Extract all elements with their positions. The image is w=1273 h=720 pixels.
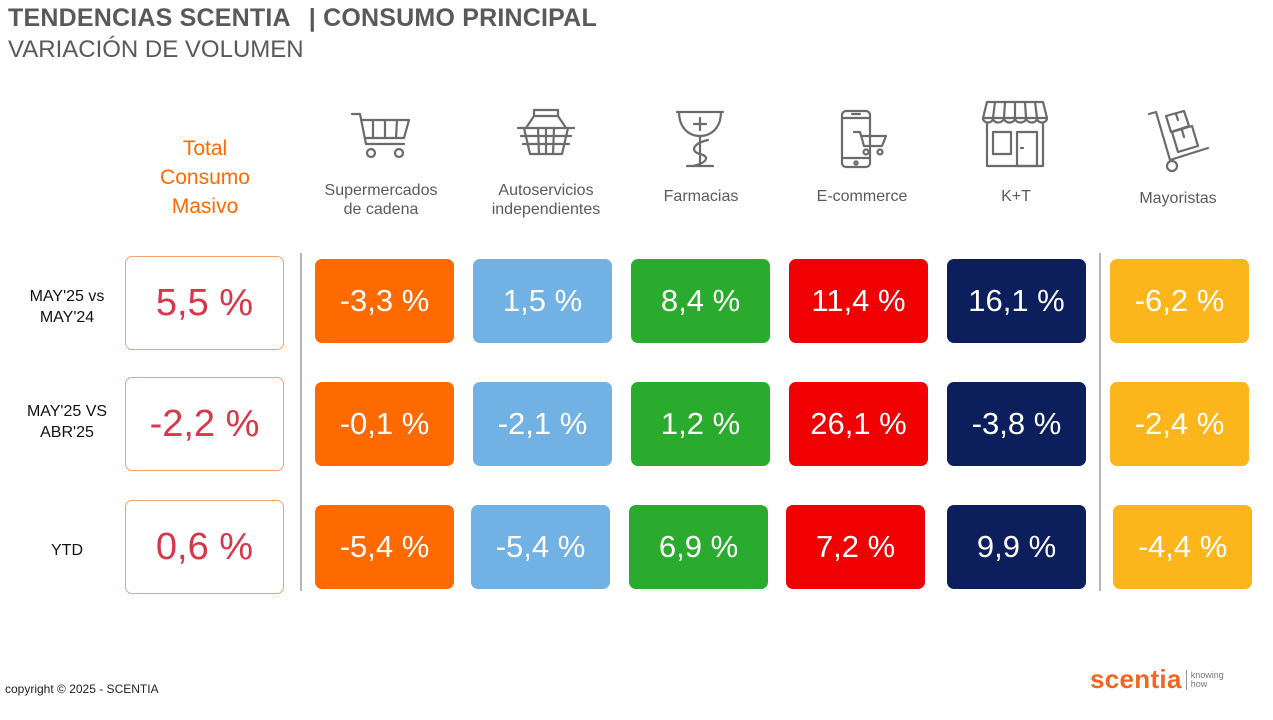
row-label-may-vs-may: MAY'25 vs MAY'24 <box>8 286 126 328</box>
pharmacy-icon <box>673 106 727 170</box>
value-cell-farmacias: 6,9 % <box>629 505 768 589</box>
value-cell-supermercados: -5,4 % <box>315 505 454 589</box>
value-cell-farmacias: 8,4 % <box>631 259 770 343</box>
total-column-header: Total Consumo Masivo <box>130 134 280 221</box>
divider-left <box>300 253 302 591</box>
value-cell-ecommerce: 26,1 % <box>789 382 928 466</box>
total-header-line: Total <box>182 137 228 160</box>
value-cell-ecommerce: 11,4 % <box>789 259 928 343</box>
value-cell-mayoristas: -2,4 % <box>1110 382 1249 466</box>
hand-truck-icon <box>1146 110 1212 174</box>
value-cell-autoservicios: -5,4 % <box>471 505 610 589</box>
channel-label-supermercados: Supermercados de cadena <box>301 181 461 219</box>
value-cell-supermercados: -3,3 % <box>315 259 454 343</box>
row-label-line: MAY'25 vs <box>29 288 105 305</box>
value-cell-autoservicios: -2,1 % <box>473 382 612 466</box>
value-cell-autoservicios: 1,5 % <box>473 259 612 343</box>
value-cell-kt: -3,8 % <box>947 382 1086 466</box>
page-subtitle: VARIACIÓN DE VOLUMEN <box>8 36 304 63</box>
channel-label-line: Autoservicios <box>498 182 594 199</box>
channel-label-line: de cadena <box>343 201 419 218</box>
row-label-line: MAY'24 <box>39 309 95 326</box>
total-header-line: Consumo <box>160 166 250 189</box>
channel-label-line: Farmacias <box>663 188 739 205</box>
row-label-ytd: YTD <box>8 540 126 561</box>
row-label-may-vs-abr: MAY'25 VS ABR'25 <box>8 401 126 443</box>
total-header-line: Masivo <box>171 195 239 218</box>
total-value-box: 0,6 % <box>125 500 284 594</box>
total-value-box: -2,2 % <box>125 377 284 471</box>
value-cell-mayoristas: -4,4 % <box>1113 505 1252 589</box>
value-cell-kt: 16,1 % <box>947 259 1086 343</box>
page-title: TENDENCIAS SCENTIA | CONSUMO PRINCIPAL <box>8 4 597 33</box>
channel-label-mayoristas: Mayoristas <box>1098 189 1258 208</box>
value-cell-farmacias: 1,2 % <box>631 382 770 466</box>
title-left: TENDENCIAS SCENTIA <box>8 4 291 32</box>
basket-icon <box>514 106 578 160</box>
row-label-line: YTD <box>51 542 83 559</box>
logo-divider <box>1185 669 1187 690</box>
total-value-box: 5,5 % <box>125 256 284 350</box>
row-label-line: ABR'25 <box>40 424 94 441</box>
channel-label-line: independientes <box>491 201 601 218</box>
shopping-cart-icon <box>349 110 413 162</box>
mobile-cart-icon <box>836 108 890 170</box>
logo-wordmark: scentia <box>1090 664 1182 694</box>
store-icon <box>981 98 1049 170</box>
value-cell-supermercados: -0,1 % <box>315 382 454 466</box>
logo-tagline: knowing how <box>1190 669 1224 689</box>
value-cell-kt: 9,9 % <box>947 505 1086 589</box>
title-right: | CONSUMO PRINCIPAL <box>308 4 597 32</box>
channel-label-autoservicios: Autoservicios independientes <box>466 181 626 219</box>
logo-tagline-line: how <box>1190 678 1208 689</box>
copyright-text: copyright © 2025 - SCENTIA <box>5 682 159 696</box>
channel-label-kt: K+T <box>936 187 1096 206</box>
value-cell-ecommerce: 7,2 % <box>786 505 925 589</box>
channel-label-ecommerce: E-commerce <box>782 187 942 206</box>
divider-right <box>1099 253 1101 591</box>
value-cell-mayoristas: -6,2 % <box>1110 259 1249 343</box>
channel-label-line: E-commerce <box>816 188 908 205</box>
channel-label-farmacias: Farmacias <box>621 187 781 206</box>
channel-label-line: Supermercados <box>324 182 438 199</box>
scentia-logo: scentia knowing how <box>1090 664 1224 695</box>
channel-label-line: K+T <box>1001 188 1031 205</box>
channel-label-line: Mayoristas <box>1139 190 1217 207</box>
row-label-line: MAY'25 VS <box>26 403 108 420</box>
logo-tagline-line: knowing <box>1190 669 1224 680</box>
